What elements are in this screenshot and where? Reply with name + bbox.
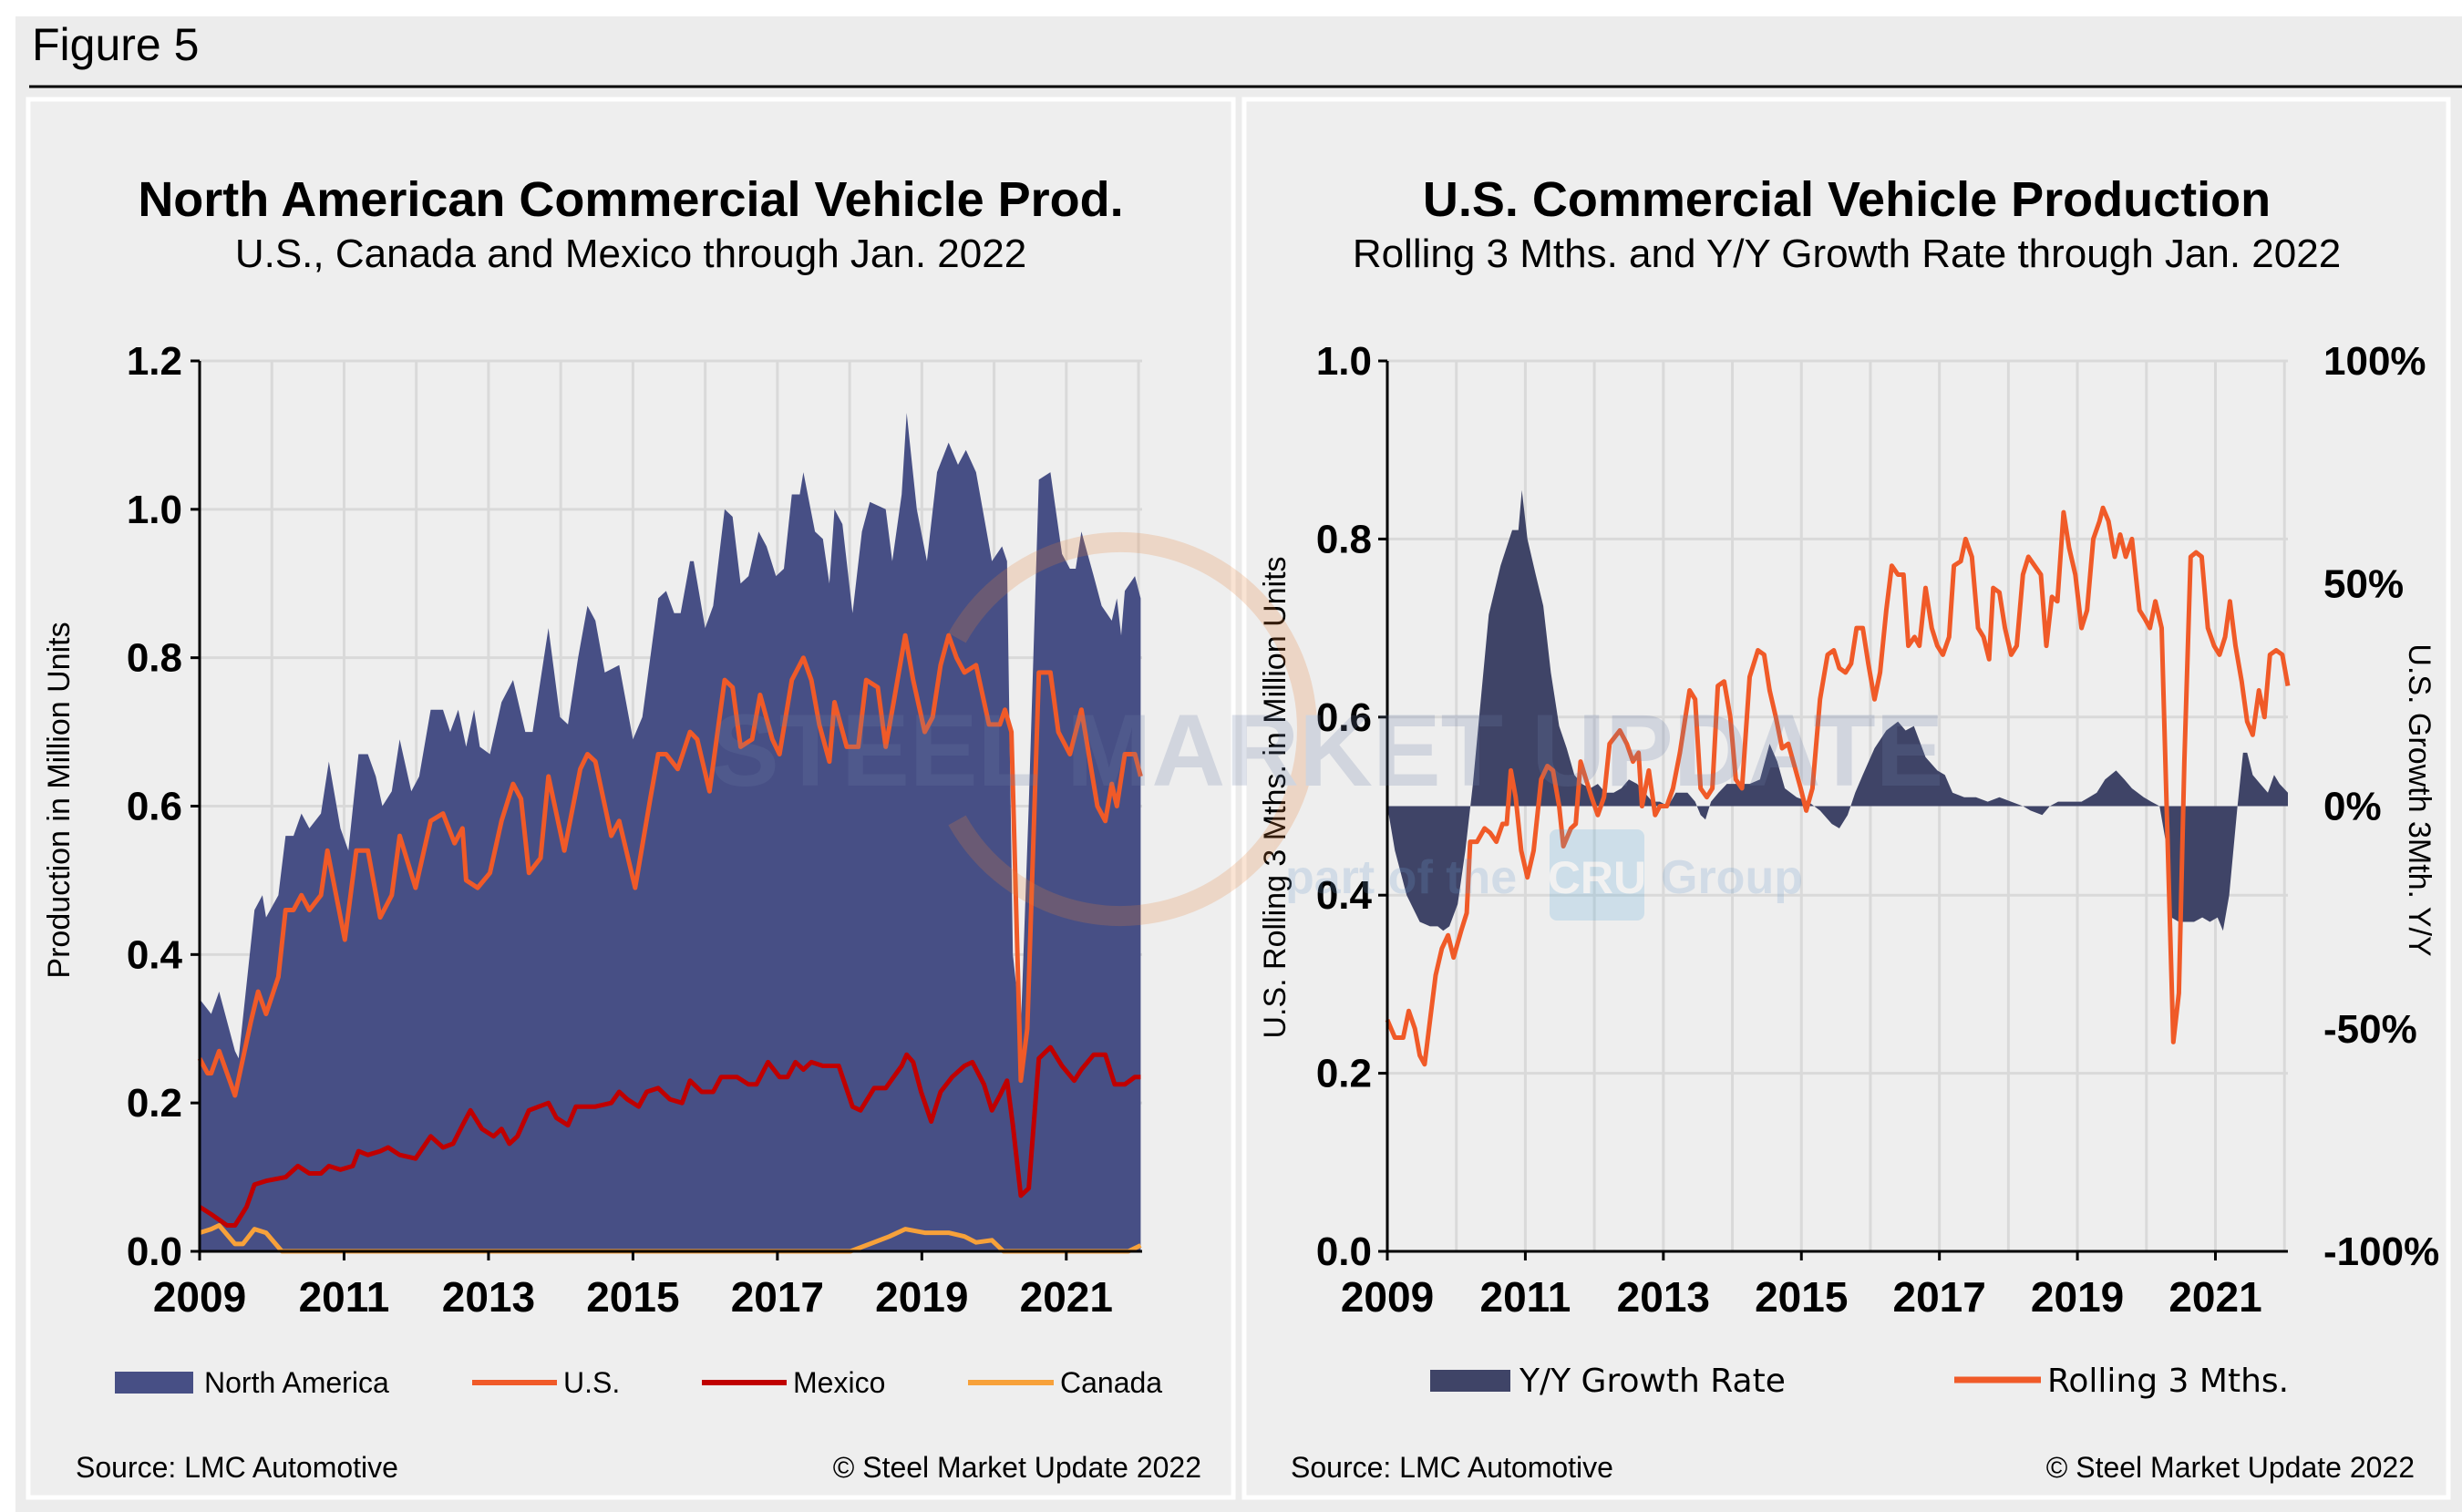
series-line-mexico xyxy=(198,1044,1141,1228)
legend-label-canada: Canada xyxy=(1060,1366,1162,1399)
chart-title: U.S. Commercial Vehicle Production xyxy=(1423,172,2271,227)
source-note: Source: LMC Automotive xyxy=(1291,1451,1613,1484)
y2-axis-title: U.S. Growth 3Mth. Y/Y xyxy=(2402,643,2436,956)
y-tick-label: 0.4 xyxy=(127,932,183,977)
x-tick-label: 2013 xyxy=(1617,1273,1710,1321)
legend-swatch-north-america xyxy=(115,1372,193,1394)
y-tick-label: 1.2 xyxy=(127,339,182,384)
y-axis-title: Production in Million Units xyxy=(42,622,77,978)
y-tick-label: 0.2 xyxy=(1316,1052,1372,1096)
series-area-north-america xyxy=(200,413,1141,1251)
y2-tick-label: -50% xyxy=(2323,1007,2417,1052)
y-tick-label: 1.0 xyxy=(1316,339,1372,384)
y2-tick-label: 100% xyxy=(2323,339,2426,384)
x-tick-label: 2009 xyxy=(153,1273,246,1321)
y-tick-label: 0.8 xyxy=(127,636,182,681)
x-tick-label: 2013 xyxy=(442,1273,535,1321)
copyright-note: © Steel Market Update 2022 xyxy=(833,1451,1201,1484)
series-line-canada xyxy=(199,1223,1142,1254)
legend-label-mexico: Mexico xyxy=(793,1366,885,1399)
y2-tick-label: 0% xyxy=(2323,785,2382,829)
x-tick-label: 2017 xyxy=(1892,1273,1985,1321)
y-tick-label: 0.8 xyxy=(1316,517,1372,561)
x-tick-label: 2019 xyxy=(2031,1273,2124,1321)
y-tick-label: 0.6 xyxy=(127,785,182,829)
chart-subtitle: U.S., Canada and Mexico through Jan. 202… xyxy=(235,231,1026,276)
x-tick-label: 2011 xyxy=(299,1273,390,1321)
legend-label-growth: Y/Y Growth Rate xyxy=(1519,1363,1786,1400)
north-american-production-chart: North American Commercial Vehicle Prod. … xyxy=(42,172,1201,1484)
y-tick-label: 0.2 xyxy=(127,1081,182,1126)
x-tick-label: 2015 xyxy=(1755,1273,1848,1321)
y-tick-label: 0.0 xyxy=(127,1229,182,1274)
x-tick-label: 2011 xyxy=(1480,1273,1571,1321)
legend: North America U.S. Mexico Canada xyxy=(115,1366,1162,1399)
chart-title: North American Commercial Vehicle Prod. xyxy=(138,172,1123,227)
watermark-cru-logo xyxy=(1550,829,1644,921)
series-area-y-y-growth-rate xyxy=(1387,489,2288,931)
us-production-growth-chart: U.S. Commercial Vehicle Production Rolli… xyxy=(1258,172,2439,1484)
x-tick-label: 2019 xyxy=(875,1273,968,1321)
watermark-sub-left: part of the xyxy=(1285,851,1517,904)
watermark: STEEL MARKET UPDATE part of the CRU Grou… xyxy=(711,532,1943,926)
source-note: Source: LMC Automotive xyxy=(76,1451,398,1484)
watermark-cru-text: CRU xyxy=(1548,852,1646,903)
legend-swatch-growth xyxy=(1430,1370,1510,1392)
watermark-arc-icon xyxy=(948,532,1317,926)
legend-label-north-america: North America xyxy=(204,1366,389,1399)
y-tick-label: 0.4 xyxy=(1316,873,1373,918)
legend: Y/Y Growth Rate Rolling 3 Mths. xyxy=(1430,1363,2289,1400)
watermark-main: STEEL MARKET UPDATE xyxy=(711,694,1943,807)
legend-label-rolling: Rolling 3 Mths. xyxy=(2047,1363,2289,1400)
y2-tick-label: 50% xyxy=(2323,561,2404,606)
y2-tick-label: -100% xyxy=(2323,1229,2439,1274)
x-tick-label: 2021 xyxy=(2168,1273,2261,1321)
watermark-sub-right: Group xyxy=(1661,851,1803,904)
copyright-note: © Steel Market Update 2022 xyxy=(2046,1451,2415,1484)
top-margin xyxy=(0,0,2462,16)
x-tick-label: 2017 xyxy=(731,1273,824,1321)
x-tick-label: 2015 xyxy=(586,1273,679,1321)
series-line-rolling-3-mths xyxy=(1385,505,2291,1067)
y-tick-label: 0.6 xyxy=(1316,695,1372,740)
x-tick-label: 2021 xyxy=(1020,1273,1113,1321)
figure-label: Figure 5 xyxy=(32,19,199,70)
chart-subtitle: Rolling 3 Mths. and Y/Y Growth Rate thro… xyxy=(1353,231,2341,276)
y-tick-label: 0.0 xyxy=(1316,1229,1372,1274)
legend-label-us: U.S. xyxy=(563,1366,620,1399)
y-axis-title: U.S. Rolling 3 Mths. in Million Units xyxy=(1258,556,1293,1038)
y-tick-label: 1.0 xyxy=(127,488,182,532)
series-line-u-s xyxy=(197,633,1143,1098)
x-tick-label: 2009 xyxy=(1341,1273,1434,1321)
